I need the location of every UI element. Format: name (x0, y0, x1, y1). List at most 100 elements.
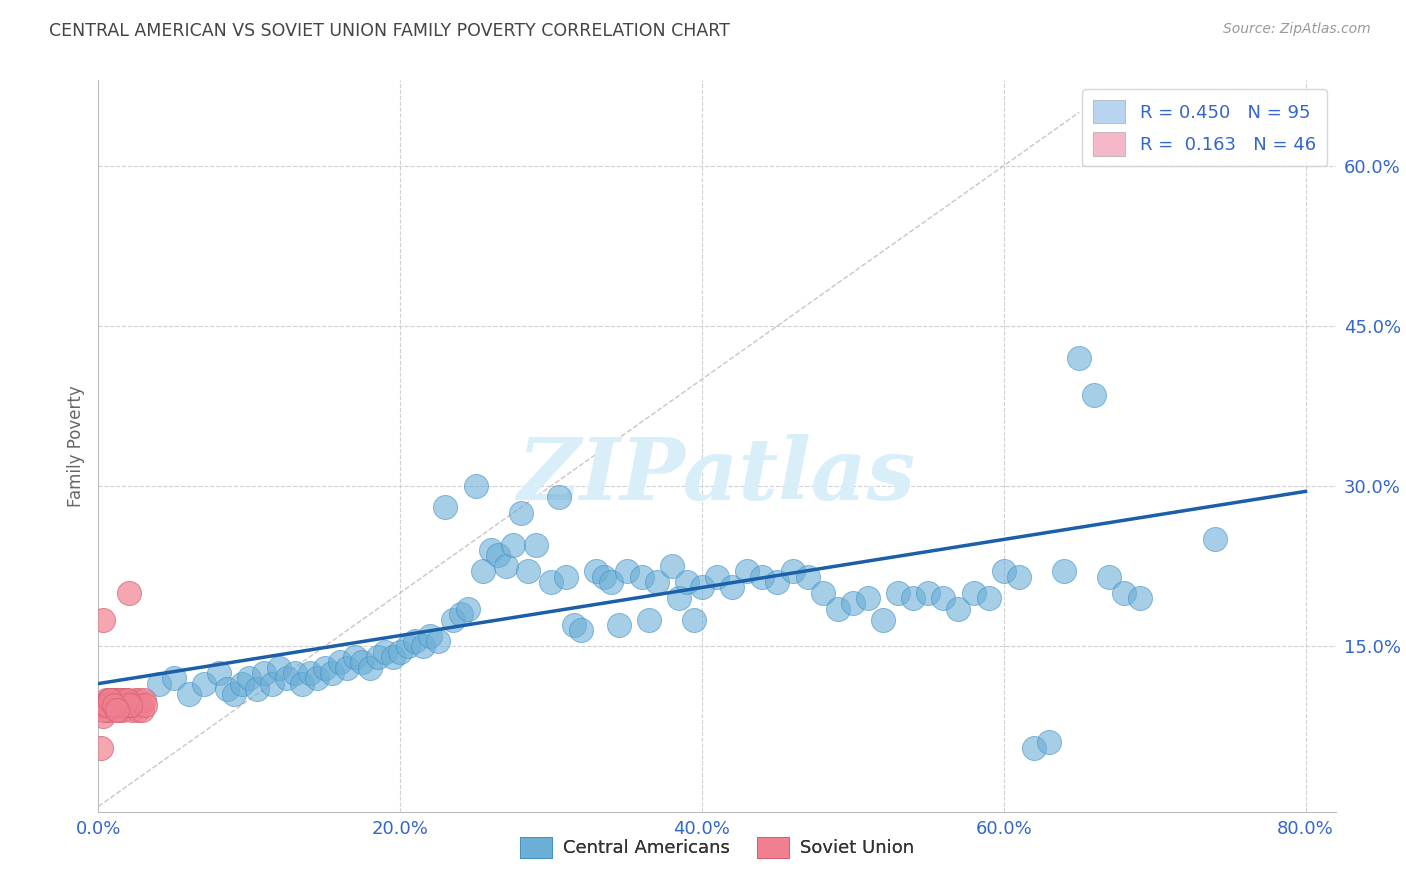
Point (751, 570, 773, 584)
Point (495, 559, 517, 574)
Point (1083, 388, 1105, 402)
Point (389, 644, 412, 658)
Point (238, 671, 260, 685)
Point (132, 692, 155, 706)
Point (246, 681, 269, 696)
Point (131, 703, 153, 717)
Point (917, 586, 939, 600)
Point (98, 692, 121, 706)
Point (260, 676, 283, 690)
Point (676, 575, 699, 590)
Point (103, 698, 125, 712)
Point (91, 613, 114, 627)
Point (148, 676, 170, 690)
Point (336, 660, 359, 674)
Point (101, 698, 124, 712)
Point (464, 479, 486, 493)
Point (948, 602, 970, 616)
Point (645, 575, 668, 590)
Point (661, 559, 683, 574)
Point (600, 575, 623, 590)
Point (630, 570, 652, 584)
Point (404, 633, 426, 648)
Legend: Central Americans, Soviet Union: Central Americans, Soviet Union (512, 830, 922, 865)
Point (569, 623, 592, 637)
Point (128, 692, 150, 706)
Point (114, 698, 136, 712)
Point (124, 692, 146, 706)
Point (100, 698, 122, 712)
Point (111, 703, 134, 717)
Point (1114, 586, 1136, 600)
Point (827, 602, 849, 616)
Point (796, 570, 818, 584)
Point (93, 703, 115, 717)
Point (91, 708, 114, 723)
Point (127, 703, 149, 717)
Text: CENTRAL AMERICAN VS SOVIET UNION FAMILY POVERTY CORRELATION CHART: CENTRAL AMERICAN VS SOVIET UNION FAMILY … (49, 22, 730, 40)
Point (129, 698, 152, 712)
Point (374, 644, 396, 658)
Point (856, 591, 879, 606)
Point (1022, 740, 1045, 755)
Point (291, 676, 314, 690)
Point (509, 506, 531, 520)
Point (269, 660, 291, 674)
Point (121, 703, 143, 717)
Point (110, 692, 132, 706)
Point (782, 565, 804, 579)
Y-axis label: Family Poverty: Family Poverty (67, 385, 86, 507)
Point (517, 565, 540, 579)
Point (367, 649, 389, 664)
Point (872, 613, 894, 627)
Point (932, 591, 955, 606)
Point (120, 698, 142, 712)
Point (163, 671, 186, 685)
Point (115, 692, 138, 706)
Point (562, 618, 585, 632)
Point (1098, 570, 1121, 584)
Point (1038, 735, 1060, 749)
Point (115, 692, 138, 706)
Point (90, 698, 112, 712)
Point (1128, 591, 1150, 606)
Point (450, 607, 472, 622)
Point (1069, 351, 1091, 365)
Point (329, 655, 352, 669)
Point (690, 581, 713, 595)
Point (134, 698, 156, 712)
Point (502, 538, 524, 552)
Point (90, 740, 112, 755)
Point (668, 591, 690, 606)
Point (100, 692, 122, 706)
Point (314, 660, 336, 674)
Point (104, 692, 127, 706)
Point (472, 565, 495, 579)
Point (381, 649, 404, 664)
Point (811, 586, 834, 600)
Point (215, 681, 238, 696)
Point (193, 676, 215, 690)
Point (547, 490, 569, 504)
Point (441, 613, 464, 627)
Point (1008, 570, 1031, 584)
Point (993, 565, 1015, 579)
Point (298, 665, 321, 680)
Point (343, 649, 366, 664)
Point (117, 586, 139, 600)
Point (96, 698, 118, 712)
Point (479, 543, 502, 558)
Point (359, 660, 381, 674)
Point (108, 692, 131, 706)
Point (419, 628, 441, 642)
Point (93, 698, 115, 712)
Point (101, 692, 124, 706)
Point (352, 655, 374, 669)
Point (426, 633, 449, 648)
Point (486, 549, 509, 563)
Point (107, 703, 129, 717)
Point (104, 692, 127, 706)
Point (412, 639, 434, 653)
Text: ZIPatlas: ZIPatlas (517, 434, 917, 517)
Point (105, 703, 128, 717)
